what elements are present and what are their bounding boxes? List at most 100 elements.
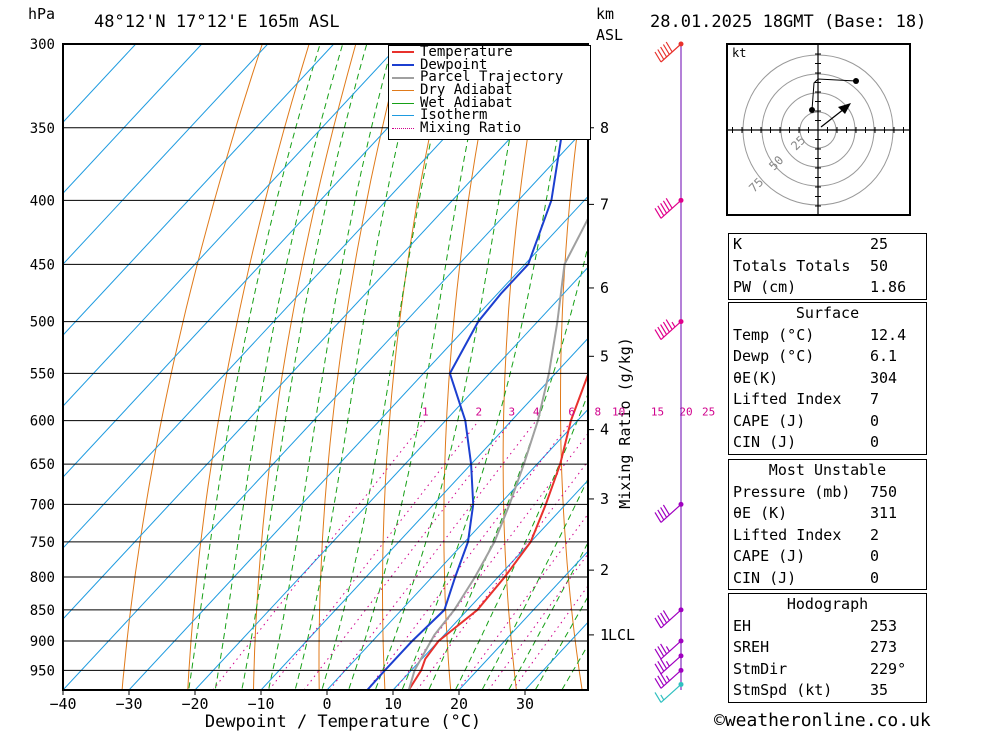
hodo-unit-label: kt [732,46,746,60]
row-label: Temp (°C) [733,325,815,344]
isotherm-line [63,44,203,194]
pressure-tick-label: 450 [30,257,55,273]
isotherm-line [326,408,588,690]
pressure-tick-label: 950 [30,663,55,679]
hodo-trace [811,78,857,111]
mixing-ratio-line [303,420,513,690]
row-label: CIN (J) [733,433,797,451]
pressure-tick-label: 700 [30,497,55,513]
table-row: StmSpd (kt) 35 [729,680,926,702]
dry-adiabat-line [560,51,588,690]
wind-barb [654,609,682,629]
row-label: PW (cm) [733,278,797,296]
isotherm-line [591,44,720,690]
row-value: 35 [870,681,889,699]
row-label: Lifted Index [733,390,842,408]
wind-barb [654,640,682,660]
row-value: 229° [870,659,907,678]
x-tick-label: 0 [322,695,331,713]
pressure-tick-label: 500 [30,315,55,331]
legend-item: Dewpoint [389,58,590,72]
legend-label: Parcel Trajectory [420,69,564,86]
row-label: K [733,235,743,253]
mixing-ratio-label: 10 [612,406,625,419]
legend-label: Dry Adiabat [420,82,513,99]
row-label: Pressure (mb) [733,482,851,501]
table-row: K 25 [729,234,926,256]
row-value: 1.86 [870,278,907,296]
km-tick-label: 8 [600,119,609,137]
table-section-title: Surface [795,304,860,322]
mixing-ratio-line [488,553,588,690]
row-value: 0 [870,568,880,587]
row-value: 0 [870,411,880,430]
mixing-ratio-label: 3 [509,406,516,419]
legend-label: Isotherm [420,107,488,124]
pressure-tick-label: 750 [30,535,55,551]
isotherm-line [458,550,588,690]
table-row: θE (K) 311 [729,503,926,525]
pressure-tick-label: 550 [30,366,55,382]
isotherm-line [657,44,720,690]
row-label: SREH [733,638,770,656]
storm-motion-arrowhead [838,103,851,114]
mixing-ratio-label: 4 [533,406,540,419]
x-tick-label: −40 [49,695,76,713]
surface-table: Surface Temp (°C) 12.4 Dewp (°C) 6.1 θE(K) 304… [728,302,927,455]
isotherm-line [63,44,467,478]
pressure-tick-label: 300 [30,37,55,53]
table-row: CIN (J) 0 [729,432,926,454]
row-value: 50 [870,256,889,275]
row-value: 2 [870,525,880,544]
table-row: Temp (°C) 12.4 [729,325,926,347]
storm-motion-arrow [820,108,845,128]
row-label: StmSpd (kt) [733,681,833,699]
row-value: 0 [870,547,880,565]
mixing-ratio-axis-label: Mixing Ratio (g/kg) [616,337,634,509]
legend-swatch [392,127,414,129]
row-value: 12.4 [870,325,907,344]
isotherm-line [63,44,269,265]
legend-swatch [392,115,414,117]
row-label: θE (K) [733,504,788,522]
dry-adiabat-line [253,44,357,690]
indices-table: K 25 Totals Totals 50 PW (cm) 1.86 [728,233,927,300]
legend-swatch [392,76,414,79]
isotherm-line [63,53,588,620]
isotherm-line [194,266,588,690]
mixing-ratio-line [268,420,480,690]
row-label: Totals Totals [733,256,851,275]
x-tick-label: −10 [247,695,274,713]
isotherm-line [63,44,533,549]
dry-adiabat-line [382,44,450,690]
row-label: θE(K) [733,368,779,387]
row-value: 0 [870,433,880,451]
legend-item: Mixing Ratio [389,121,590,135]
km-tick-label: 5 [600,347,609,365]
legend-item: Isotherm [389,109,590,122]
mixing-ratio-label: 15 [651,406,664,419]
isotherm-line [392,479,588,690]
km-tick-label: 4 [600,421,609,439]
row-value: 7 [870,390,880,408]
table-row: StmDir 229° [729,659,926,681]
legend-label: Wet Adiabat [420,94,513,111]
mixing-ratio-label: 2 [475,406,482,419]
table-row: Lifted Index 2 [729,525,926,547]
legend: Temperature Dewpoint Parcel Trajectory Dry … [388,45,591,140]
credit-label: ©weatheronline.co.uk [714,710,931,731]
isotherm-line [260,337,588,690]
row-label: StmDir [733,659,788,678]
table-row: Lifted Index 7 [729,389,926,411]
mixing-ratio-line [512,585,588,690]
row-label: CIN (J) [733,568,797,587]
row-label: EH [733,616,752,635]
km-tick-label: 1 [600,626,609,644]
km-tick-label: 3 [600,490,609,508]
legend-label: Temperature [420,44,513,60]
wind-barb [654,669,682,689]
datetime-label: 28.01.2025 18GMT (Base: 18) [650,12,927,32]
table-row: Dewp (°C) 6.1 [729,346,926,368]
table-row: Pressure (mb) 750 [729,482,926,504]
mixing-ratio-label: 25 [702,406,715,419]
